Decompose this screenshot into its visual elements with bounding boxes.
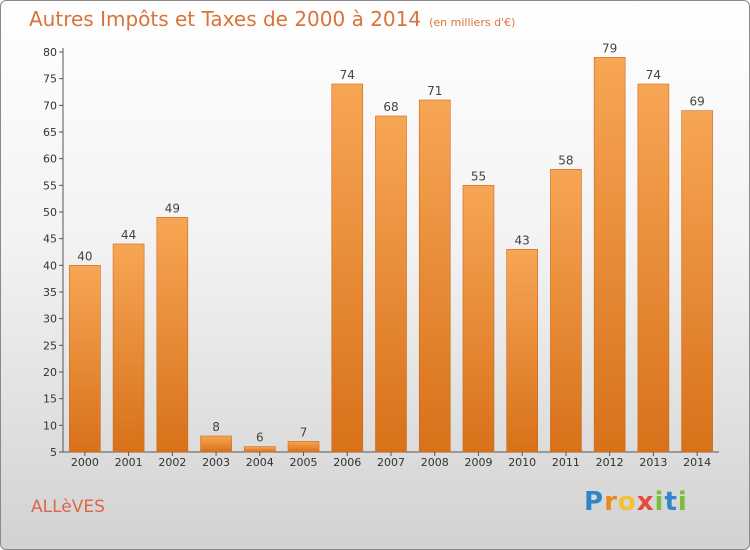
bar-value-label: 49 <box>165 201 180 215</box>
bar-value-label: 6 <box>256 431 264 445</box>
x-tick-label: 2006 <box>333 456 361 469</box>
bar <box>506 249 539 453</box>
y-tick-label: 70 <box>43 99 57 112</box>
bar-value-label: 74 <box>340 68 355 82</box>
bar <box>593 57 626 453</box>
x-tick-label: 2009 <box>464 456 492 469</box>
bar-value-label: 68 <box>383 100 398 114</box>
y-tick-label: 30 <box>43 313 57 326</box>
x-tick-label: 2014 <box>683 456 711 469</box>
bar-value-label: 40 <box>77 249 92 263</box>
x-tick-label: 2000 <box>71 456 99 469</box>
bar <box>287 441 320 453</box>
bar-value-label: 7 <box>300 425 308 439</box>
x-tick-label: 2002 <box>158 456 186 469</box>
bar-value-label: 44 <box>121 228 136 242</box>
y-tick-label: 75 <box>43 73 57 86</box>
y-tick-label: 40 <box>43 259 57 272</box>
bar <box>462 185 495 453</box>
proxiti-logo: Proxiti <box>584 487 688 517</box>
x-tick-label: 2001 <box>115 456 143 469</box>
x-tick-label: 2010 <box>508 456 536 469</box>
y-tick-label: 65 <box>43 126 57 139</box>
y-tick-label: 50 <box>43 206 57 219</box>
y-tick-label: 25 <box>43 339 57 352</box>
bar <box>681 110 713 453</box>
bar <box>156 217 189 453</box>
x-tick-label: 2007 <box>377 456 405 469</box>
y-tick-label: 45 <box>43 233 57 246</box>
bar <box>375 115 407 453</box>
chart-title: Autres Impôts et Taxes de 2000 à 2014 (en… <box>29 7 515 31</box>
x-tick-label: 2011 <box>552 456 580 469</box>
commune-name: ALLèVES <box>31 497 105 517</box>
y-tick-label: 60 <box>43 153 57 166</box>
bar <box>112 243 145 453</box>
bar-value-label: 43 <box>515 233 530 247</box>
bar <box>331 83 364 453</box>
chart-subtitle: (en milliers d'€) <box>429 16 516 29</box>
x-tick-label: 2004 <box>246 456 274 469</box>
y-tick-label: 20 <box>43 366 57 379</box>
bar-value-label: 8 <box>212 420 220 434</box>
bar-value-label: 69 <box>689 95 704 109</box>
y-tick-label: 35 <box>43 286 57 299</box>
x-tick-label: 2012 <box>596 456 624 469</box>
bar <box>244 446 276 453</box>
x-tick-label: 2003 <box>202 456 230 469</box>
y-tick-label: 80 <box>43 46 57 59</box>
bar <box>550 169 582 453</box>
y-tick-label: 5 <box>50 446 57 459</box>
x-tick-label: 2005 <box>290 456 318 469</box>
x-tick-label: 2013 <box>639 456 667 469</box>
y-tick-label: 10 <box>43 419 57 432</box>
bar <box>200 435 232 453</box>
bar-value-label: 79 <box>602 41 617 55</box>
y-tick-label: 15 <box>43 393 57 406</box>
y-tick-label: 55 <box>43 179 57 192</box>
bar-value-label: 71 <box>427 84 442 98</box>
chart-title-text: Autres Impôts et Taxes de 2000 à 2014 <box>29 7 422 31</box>
bar-value-label: 58 <box>558 153 573 167</box>
x-tick-label: 2008 <box>421 456 449 469</box>
bar-value-label: 55 <box>471 169 486 183</box>
bar <box>69 265 101 453</box>
bar <box>418 99 451 453</box>
bar <box>637 83 670 453</box>
bar-value-label: 74 <box>646 68 661 82</box>
